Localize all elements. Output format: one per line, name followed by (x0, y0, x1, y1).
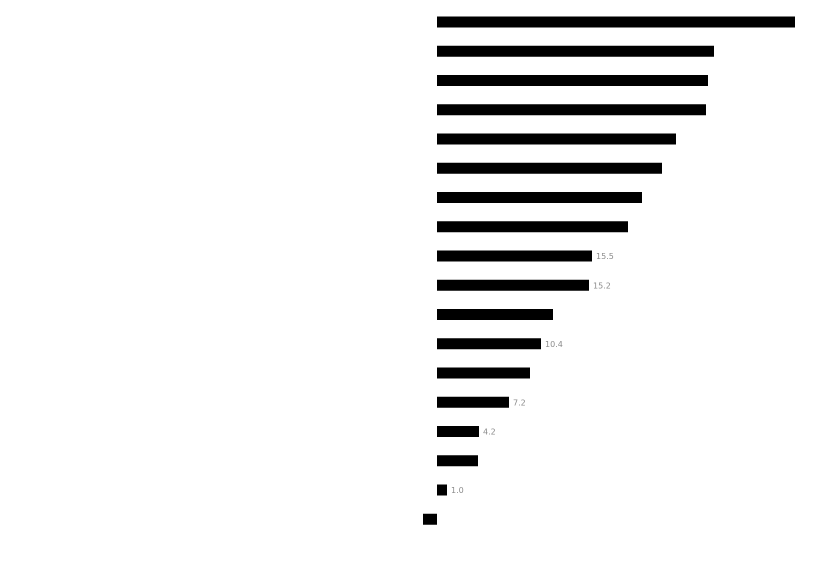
bar (437, 221, 628, 233)
bar (437, 45, 714, 57)
bars-group (423, 16, 795, 525)
bar (437, 279, 589, 291)
bar (437, 104, 706, 116)
value-label: 1.0 (451, 486, 464, 495)
bar (437, 75, 708, 86)
bar (437, 455, 478, 467)
bar (437, 367, 530, 379)
bar (437, 484, 447, 496)
value-label: 4.2 (483, 428, 496, 437)
bar (437, 162, 662, 174)
value-labels-group: 15.5 15.2 10.4 7.2 4.2 1.0 (451, 252, 614, 495)
value-label: 10.4 (545, 340, 563, 349)
bar (423, 513, 437, 525)
bar (437, 16, 795, 28)
bar (437, 426, 479, 437)
bar (437, 338, 541, 350)
bar (437, 250, 592, 262)
value-label: 15.5 (596, 252, 614, 261)
value-label: 15.2 (593, 281, 611, 290)
bar (437, 396, 509, 408)
bar (437, 133, 676, 145)
bar (437, 192, 642, 203)
value-label: 7.2 (513, 398, 526, 407)
bar (437, 309, 553, 320)
